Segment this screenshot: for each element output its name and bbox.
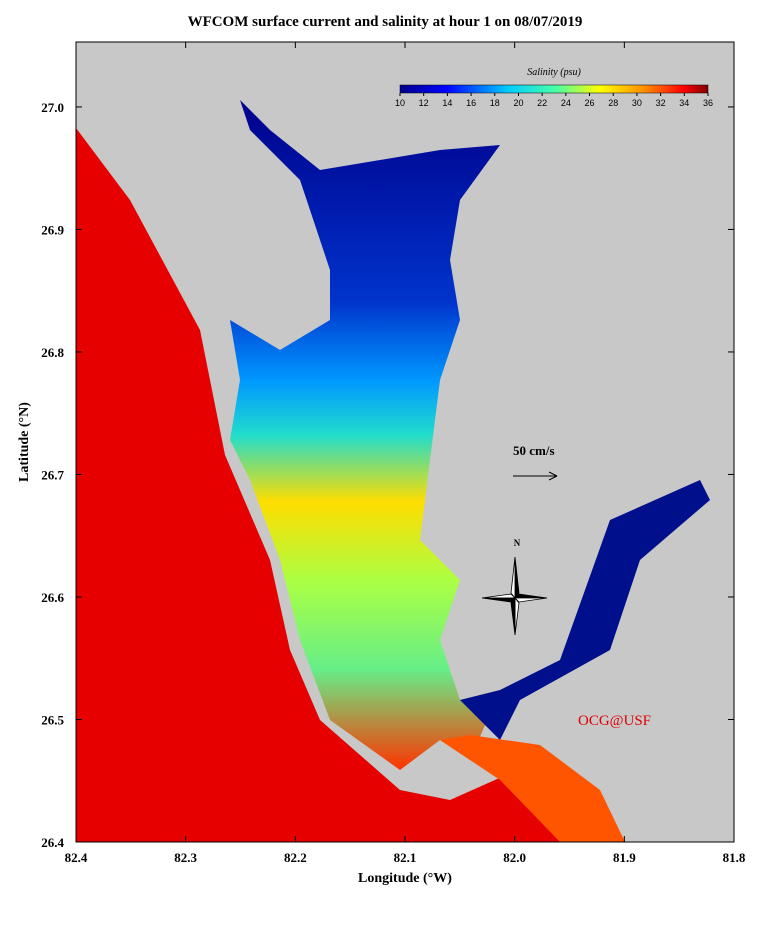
pass-plume xyxy=(440,735,625,842)
colorbar-tick-label: 30 xyxy=(632,98,642,108)
north-label: N xyxy=(514,538,521,548)
y-axis-label: Latitude (°N) xyxy=(17,402,32,482)
y-tick-label: 27.0 xyxy=(41,100,64,115)
compass-rose xyxy=(481,556,548,636)
y-tick-label: 26.6 xyxy=(41,590,64,605)
map-title: WFCOM surface current and salinity at ho… xyxy=(188,14,583,30)
credit-label: OCG@USF xyxy=(578,713,651,729)
colorbar-tick-label: 20 xyxy=(513,98,523,108)
colorbar-tick-label: 36 xyxy=(703,98,713,108)
x-tick-label: 82.1 xyxy=(394,850,417,865)
charlotte-harbor xyxy=(230,100,500,770)
x-tick-label: 82.2 xyxy=(284,850,307,865)
y-tick-label: 26.5 xyxy=(41,712,64,727)
y-tick-label: 26.7 xyxy=(41,467,64,482)
colorbar-tick-label: 34 xyxy=(679,98,689,108)
colorbar-tick-label: 10 xyxy=(395,98,405,108)
colorbar-label: Salinity (psu) xyxy=(527,67,581,78)
y-tick-label: 26.9 xyxy=(41,222,64,237)
colorbar-tick-label: 16 xyxy=(466,98,476,108)
colorbar-tick-label: 32 xyxy=(656,98,666,108)
x-tick-label: 81.9 xyxy=(613,850,636,865)
x-tick-label: 82.0 xyxy=(503,850,526,865)
y-tick-label: 26.4 xyxy=(41,835,64,850)
scale-arrow xyxy=(513,471,558,481)
x-tick-label: 82.4 xyxy=(65,850,88,865)
scale-label: 50 cm/s xyxy=(513,443,555,458)
y-tick-label: 26.8 xyxy=(41,345,64,360)
colorbar xyxy=(399,84,709,94)
colorbar-tick-label: 22 xyxy=(537,98,547,108)
colorbar-tick-label: 14 xyxy=(442,98,452,108)
x-tick-label: 81.8 xyxy=(723,850,746,865)
x-axis-label: Longitude (°W) xyxy=(358,871,452,886)
colorbar-tick-label: 28 xyxy=(608,98,618,108)
colorbar-tick-label: 26 xyxy=(585,98,595,108)
x-tick-label: 82.3 xyxy=(174,850,197,865)
gulf-water xyxy=(76,128,625,842)
colorbar-tick-label: 18 xyxy=(490,98,500,108)
colorbar-tick-label: 24 xyxy=(561,98,571,108)
colorbar-tick-label: 12 xyxy=(419,98,429,108)
caloosahatchee-river xyxy=(460,480,710,740)
